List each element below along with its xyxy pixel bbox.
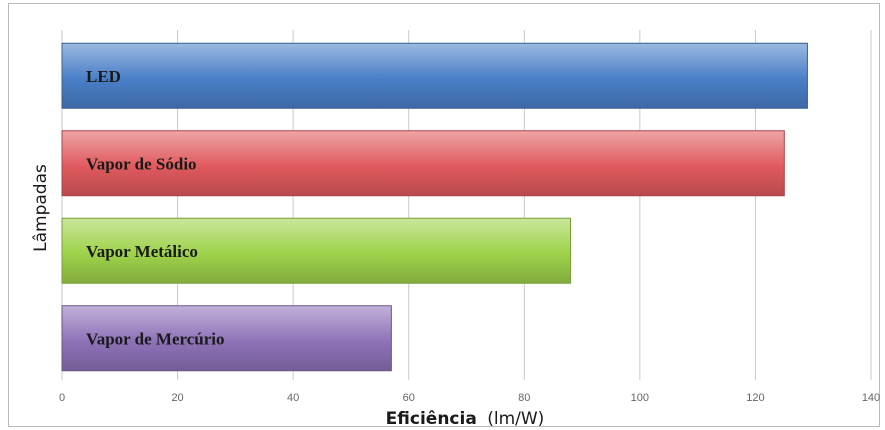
bars [61, 42, 808, 372]
x-tick-label: 0 [59, 392, 65, 404]
x-tick-label: 140 [862, 392, 880, 404]
bar-labels: LED Vapor de Sódio Vapor Metálico Vapor de … [86, 67, 225, 349]
bar-label: LED [86, 67, 121, 86]
x-tick-label: 60 [403, 392, 415, 404]
x-tick-labels: 0 20 40 60 80 100 120 140 [59, 392, 880, 404]
x-axis-title-main: Eficiência [386, 409, 477, 429]
bar-vapor-met-lico [61, 217, 572, 284]
bar-label: Vapor Metálico [86, 242, 198, 261]
x-axis-title: Eficiência (lm/W) [386, 409, 545, 429]
bar-vapor-de-s-dio [61, 130, 785, 197]
bar-vapor-de-merc-rio [61, 305, 392, 372]
x-axis-title-unit: (lm/W) [487, 409, 544, 429]
x-tick-label: 100 [631, 392, 649, 404]
bar-label: Vapor de Sódio [86, 154, 197, 173]
y-axis-title: Lâmpadas [31, 164, 51, 252]
bar-label: Vapor de Mercúrio [86, 329, 225, 348]
bar-led [61, 42, 808, 109]
x-tick-label: 40 [287, 392, 299, 404]
x-tick-label: 20 [171, 392, 183, 404]
x-tick-label: 80 [518, 392, 530, 404]
x-tick-label: 120 [746, 392, 764, 404]
